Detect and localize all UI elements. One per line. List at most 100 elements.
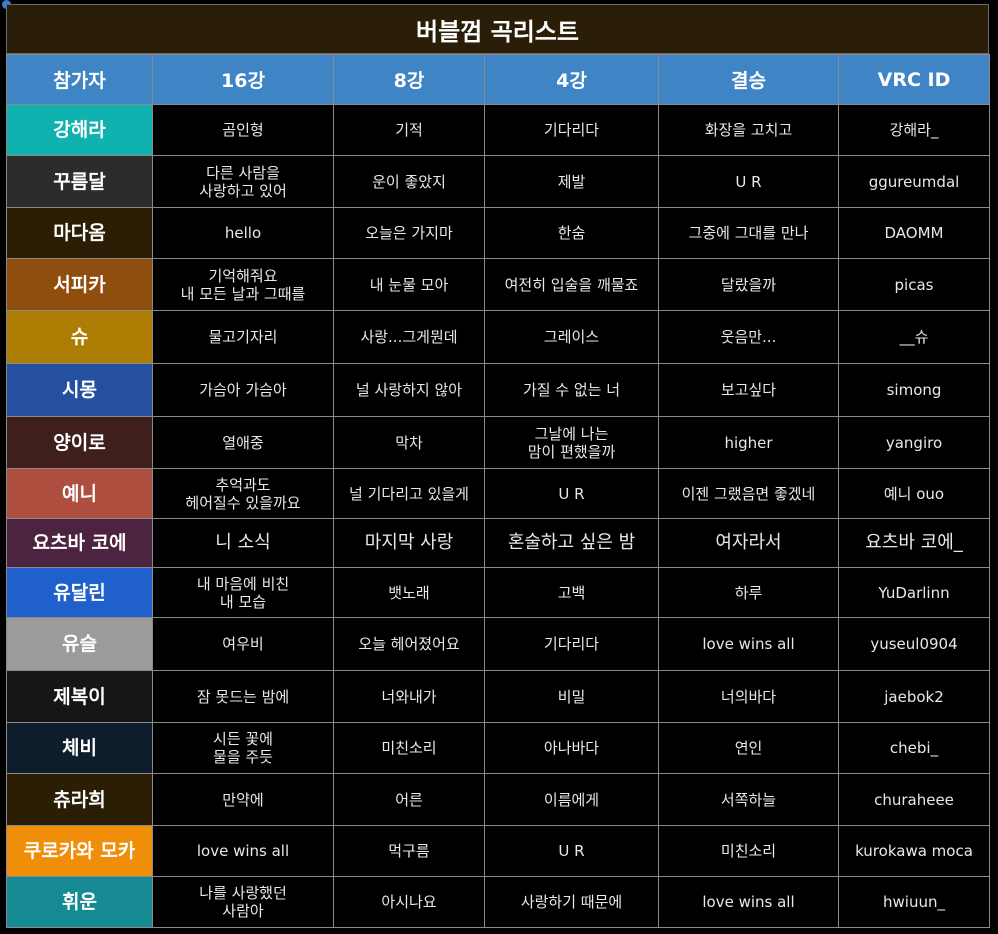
cell-round-16: 니 소식 [152, 518, 334, 568]
cell-vrc-id: 요츠바 코에_ [838, 518, 990, 568]
cell-round-8: 막차 [333, 416, 485, 469]
cell-text-line: 여전히 입술을 깨물죠 [504, 275, 639, 294]
cell-round-4: U R [484, 825, 659, 877]
cell-round-8: 기적 [333, 104, 485, 156]
song-table: 참가자 16강 8강 4강 결승 VRC ID 강해라 곰인형 기적 기다리다 화장을 … [6, 54, 990, 928]
cell-round-4: 가질 수 없는 너 [484, 363, 659, 417]
cell-text-line: love wins all [196, 842, 290, 860]
cell-text-line: 하루 [734, 583, 763, 602]
cell-round-16: 만약에 [152, 773, 334, 826]
cell-text-line: yangiro [885, 433, 943, 452]
cell-vrc-id: jaebok2 [838, 670, 990, 723]
cell-text-line: __슈 [899, 328, 929, 346]
cell-round-4: 사랑하기 때문에 [484, 876, 659, 928]
table-row: 체비 시든 꽃에 물을 주듯 미친소리 아나바다 연인 chebi_ [6, 722, 990, 774]
cell-round-16: 다른 사람을 사랑하고 있어 [152, 155, 334, 208]
cell-text-line: 여우비 [222, 635, 264, 653]
cell-text-line: 미친소리 [381, 739, 437, 757]
cell-text-line: U R [735, 172, 762, 191]
cell-round-16: 가슴아 가슴아 [152, 363, 334, 417]
cell-round-8: 먹구름 [333, 825, 485, 877]
cell-vrc-id: DAOMM [838, 207, 990, 259]
participant-name: 서피카 [6, 258, 153, 311]
cell-text-line: 강해라_ [889, 121, 939, 139]
participant-name: 쿠로카와 모카 [6, 825, 153, 877]
cell-vrc-id: churaheee [838, 773, 990, 826]
cell-text-line: 여자라서 [715, 532, 782, 553]
cell-round-4: 한숨 [484, 207, 659, 259]
table-row: 쿠로카와 모카 love wins all 먹구름 U R 미친소리 kurokawa m… [6, 825, 990, 877]
cell-round-4: 그레이스 [484, 310, 659, 364]
cell-text-line: 이름에게 [543, 790, 600, 809]
cell-text-line: 물고기자리 [208, 328, 278, 346]
table-row: 강해라 곰인형 기적 기다리다 화장을 고치고 강해라_ [6, 104, 990, 156]
cell-text-line: 기적 [395, 121, 423, 139]
cell-text-line: 예니 ouo [883, 484, 945, 503]
header-final: 결승 [658, 54, 839, 105]
cell-text-line: 미친소리 [720, 842, 777, 860]
cell-text-line: 추억과도 [215, 475, 271, 494]
cell-text-line: 너의바다 [720, 687, 777, 706]
participant-name: 체비 [6, 722, 153, 774]
cell-text-line: 가질 수 없는 너 [522, 381, 621, 399]
cell-text-line: love wins all [702, 635, 795, 653]
cell-text-line: kurokawa moca [855, 842, 973, 860]
cell-round-16: 시든 꽃에 물을 주듯 [152, 722, 334, 774]
cell-final: 웃음만... [658, 310, 839, 364]
cell-text-line: 사랑하고 있어 [199, 181, 287, 200]
cell-text-line: DAOMM [884, 224, 944, 242]
participant-name: 유슬 [6, 617, 153, 671]
cell-round-8: 널 사랑하지 않아 [333, 363, 485, 417]
cell-text-line: 다른 사람을 [206, 163, 280, 182]
cell-text-line: 막차 [395, 433, 423, 452]
participant-name: 마다옴 [6, 207, 153, 259]
cell-text-line: 맘이 편했을까 [527, 442, 616, 461]
participant-name: 시몽 [6, 363, 153, 417]
cell-text-line: 내 눈물 모아 [369, 275, 449, 294]
cell-round-16: 기억해줘요 내 모든 날과 그때를 [152, 258, 334, 311]
header-participant: 참가자 [6, 54, 153, 105]
cell-text-line: picas [894, 275, 934, 294]
cell-text-line: 기다리다 [543, 121, 600, 139]
cell-vrc-id: __슈 [838, 310, 990, 364]
cell-text-line: hello [224, 224, 262, 242]
cell-round-8: 사랑...그게뭔데 [333, 310, 485, 364]
cell-round-8: 아시나요 [333, 876, 485, 928]
participant-name: 휘운 [6, 876, 153, 928]
cell-round-4: 혼술하고 싶은 밤 [484, 518, 659, 568]
cell-final: 보고싶다 [658, 363, 839, 417]
cell-round-8: 미친소리 [333, 722, 485, 774]
cell-text-line: 그중에 그대를 만나 [688, 224, 809, 242]
participant-name: 슈 [6, 310, 153, 364]
cell-round-16: 물고기자리 [152, 310, 334, 364]
table-body: 강해라 곰인형 기적 기다리다 화장을 고치고 강해라_ 꾸름달 다른 사람을 사랑하고 있어 운… [6, 104, 990, 928]
cell-round-4: 여전히 입술을 깨물죠 [484, 258, 659, 311]
header-row: 참가자 16강 8강 4강 결승 VRC ID [6, 54, 990, 105]
cell-round-8: 어른 [333, 773, 485, 826]
cell-text-line: 이젠 그랬음면 좋겠네 [681, 484, 816, 503]
cell-text-line: 그날에 나는 [534, 424, 609, 443]
cell-round-8: 너와내가 [333, 670, 485, 723]
cell-round-16: 여우비 [152, 617, 334, 671]
cell-text-line: yuseul0904 [870, 635, 958, 653]
cell-text-line: 아나바다 [543, 739, 600, 757]
cell-text-line: 서쪽하늘 [720, 790, 777, 809]
cell-vrc-id: kurokawa moca [838, 825, 990, 877]
cell-final: 연인 [658, 722, 839, 774]
participant-name: 츄라희 [6, 773, 153, 826]
cell-text-line: 널 기다리고 있을게 [349, 484, 469, 503]
cell-text-line: 제발 [557, 172, 586, 191]
cell-final: love wins all [658, 876, 839, 928]
cell-round-4: 제발 [484, 155, 659, 208]
participant-name: 강해라 [6, 104, 153, 156]
cell-vrc-id: yuseul0904 [838, 617, 990, 671]
cell-final: 너의바다 [658, 670, 839, 723]
cell-text-line: 화장을 고치고 [704, 121, 793, 139]
cell-text-line: 내 마음에 비친 [196, 574, 290, 593]
cell-round-4: 아나바다 [484, 722, 659, 774]
cell-final: U R [658, 155, 839, 208]
cell-text-line: 내 모든 날과 그때를 [180, 284, 306, 303]
cell-text-line: U R [558, 842, 585, 860]
cell-vrc-id: ggureumdal [838, 155, 990, 208]
